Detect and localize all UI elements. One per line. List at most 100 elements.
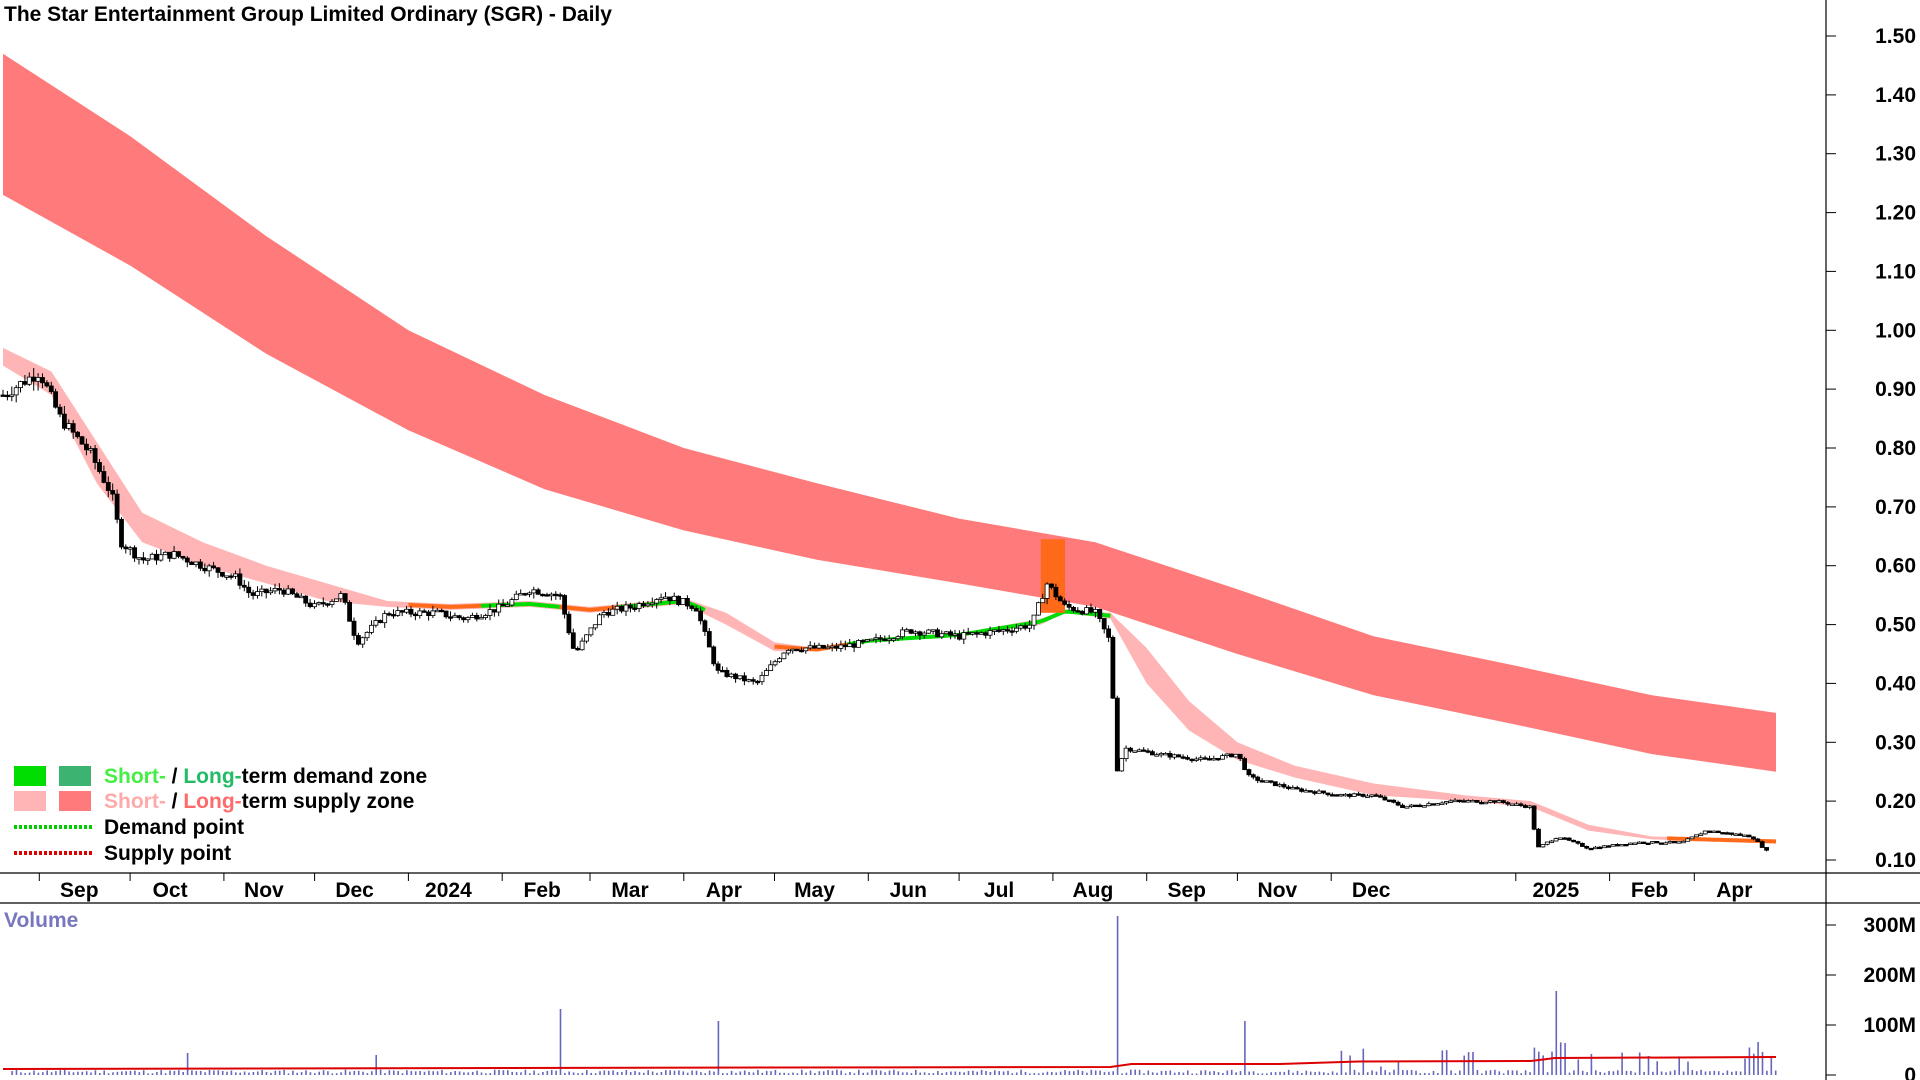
price-candle: [1448, 799, 1454, 803]
price-candle: [1588, 847, 1594, 851]
price-candle: [1163, 752, 1168, 756]
price-candle: [702, 619, 708, 636]
price-candle: [1457, 799, 1462, 803]
x-tick-label: Feb: [1631, 879, 1668, 902]
price-candle: [1334, 794, 1340, 797]
price-candle: [1536, 828, 1541, 848]
price-candle: [197, 559, 203, 571]
price-candle: [1505, 801, 1511, 807]
price-candle: [1150, 749, 1155, 756]
price-candle: [119, 517, 124, 550]
volume-tick-label: 0: [1904, 1064, 1916, 1080]
price-candle: [816, 642, 822, 650]
price-candle: [715, 661, 721, 674]
price-candle: [92, 445, 98, 470]
price-candle: [1518, 802, 1524, 808]
price-candle: [430, 605, 436, 618]
price-candle: [13, 385, 19, 403]
price-candle: [9, 386, 15, 402]
price-candle: [1610, 844, 1616, 847]
price-candle: [53, 388, 58, 409]
price-candle: [1729, 832, 1734, 836]
price-candle: [1360, 793, 1366, 798]
legend-demand-sep: /: [166, 765, 184, 788]
price-candle: [57, 404, 63, 418]
price-candle: [1286, 785, 1291, 791]
price-candle: [1540, 843, 1546, 848]
price-candle: [948, 629, 953, 640]
price-candle: [825, 644, 831, 650]
x-tick-label: Nov: [1258, 879, 1298, 902]
price-candle: [878, 635, 883, 643]
volume-tick-label: 200M: [1863, 964, 1916, 987]
price-candle: [935, 627, 940, 638]
volume-moving-average: [2, 1056, 1777, 1070]
price-candle: [1132, 750, 1138, 753]
x-tick-label: Aug: [1072, 879, 1113, 902]
price-candle: [110, 483, 116, 501]
price-candle: [1637, 841, 1642, 844]
price-candle: [926, 628, 932, 634]
price-candle: [167, 551, 173, 562]
price-candle: [733, 672, 738, 683]
x-tick-label: Jun: [890, 879, 927, 902]
price-candle: [1461, 798, 1467, 803]
price-candle: [689, 604, 695, 612]
price-candle: [1071, 606, 1076, 613]
price-candle: [1501, 799, 1506, 804]
price-candle: [1470, 799, 1476, 803]
price-candle: [1746, 834, 1752, 838]
price-candle: [641, 601, 646, 608]
price-candle: [1549, 839, 1555, 844]
price-candle: [465, 616, 471, 623]
price-candle: [1062, 598, 1068, 606]
price-candle: [553, 591, 559, 600]
price-candle: [952, 629, 958, 639]
price-candle: [693, 605, 699, 612]
price-candle: [132, 545, 138, 562]
price-candle: [1299, 787, 1304, 793]
legend-demand-point: Demand point: [104, 816, 244, 839]
price-candle: [1365, 794, 1370, 798]
price-candle: [803, 647, 809, 654]
price-candle: [1193, 756, 1199, 762]
price-candle: [1049, 583, 1054, 590]
price-candle: [48, 381, 54, 394]
price-candle: [1255, 775, 1261, 784]
legend-swatch-long-supply: [59, 791, 91, 811]
price-candle: [1128, 746, 1133, 753]
price-candle: [342, 593, 348, 605]
price-candle: [1496, 799, 1502, 803]
price-candle: [1580, 842, 1585, 847]
price-candle: [1435, 802, 1440, 806]
price-candle: [1553, 837, 1559, 842]
price-candle: [1601, 845, 1607, 849]
price-candle: [908, 629, 914, 635]
price-candle: [1097, 608, 1103, 623]
price-candle: [1303, 788, 1309, 793]
price-candle: [1176, 754, 1182, 758]
price-candle: [978, 631, 984, 635]
price-candle: [1619, 844, 1625, 847]
y-tick-label: 0.70: [1875, 496, 1916, 519]
price-candle: [1215, 758, 1221, 761]
price-candle: [913, 630, 918, 637]
price-candle: [1544, 841, 1550, 846]
x-tick-label: Sep: [1167, 879, 1206, 902]
price-candle: [1351, 792, 1357, 797]
price-candle: [1198, 755, 1204, 762]
price-candle: [97, 458, 102, 474]
price-candle: [895, 635, 901, 641]
price-candle: [434, 607, 440, 613]
price-candle: [1250, 773, 1256, 780]
legend-demand-point-text: Demand point: [104, 816, 244, 839]
price-candle: [579, 637, 585, 651]
price-candle: [1404, 806, 1410, 809]
price-candle: [456, 614, 462, 621]
price-candle: [522, 592, 528, 597]
price-candle: [1101, 618, 1107, 634]
legend-supply-point: Supply point: [104, 842, 231, 865]
price-candle: [1672, 841, 1677, 844]
price-candle: [1676, 841, 1682, 844]
